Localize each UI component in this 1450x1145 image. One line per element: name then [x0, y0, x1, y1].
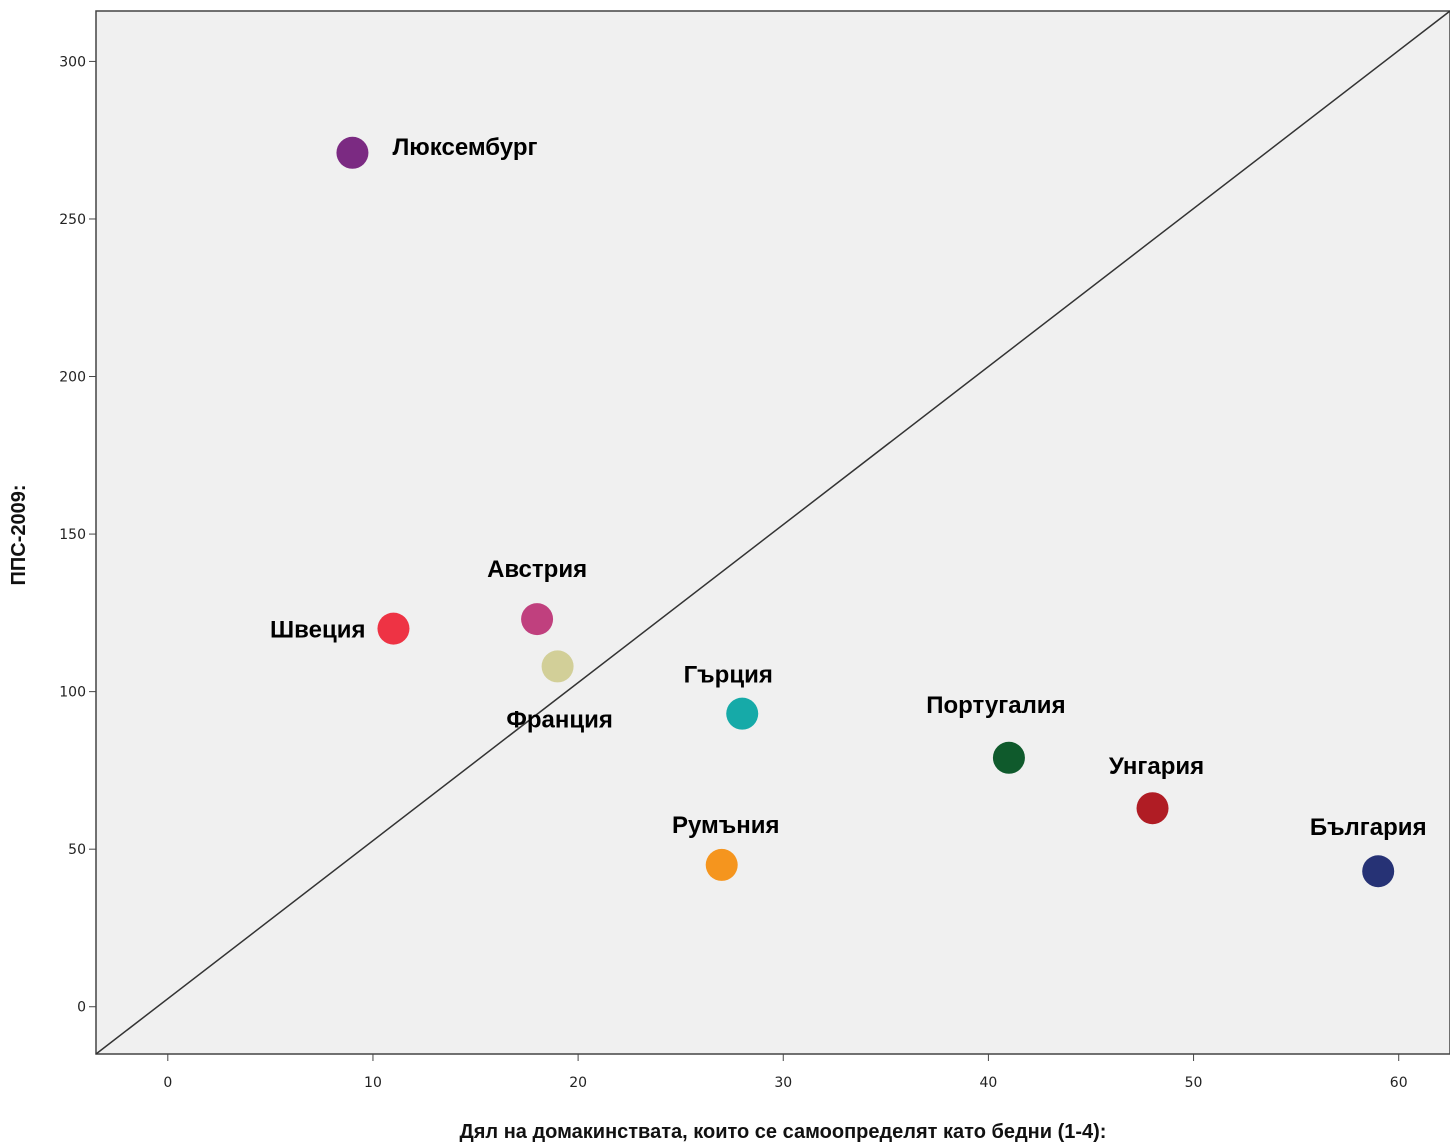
data-point-label: Унгария — [1109, 753, 1204, 780]
diagonal-reference-line — [95, 10, 1450, 1055]
y-axis: 0 50 100 150 200 250 300 — [59, 54, 96, 1016]
data-point — [992, 741, 1025, 774]
x-tick-label: 0 — [163, 1075, 172, 1091]
y-tick-label: 200 — [59, 370, 86, 386]
y-tick-label: 250 — [59, 212, 86, 228]
data-point — [1136, 792, 1169, 825]
data-point-label: Австрия — [487, 556, 587, 583]
data-point — [336, 136, 369, 169]
y-tick-label: 0 — [77, 1000, 86, 1016]
y-tick-label: 300 — [59, 54, 86, 70]
x-tick-label: 50 — [1185, 1075, 1203, 1091]
data-point — [541, 650, 574, 683]
x-axis-title: Дял на домакинствата, които се самоопред… — [460, 1121, 1107, 1143]
data-point — [377, 612, 410, 645]
data-point — [1362, 855, 1395, 888]
data-point-label: България — [1310, 814, 1427, 841]
x-axis: 0 10 20 30 40 50 60 — [163, 1054, 1408, 1091]
data-point-label: Гърция — [684, 662, 773, 689]
x-tick-label: 60 — [1390, 1075, 1408, 1091]
data-point-label: Румъния — [672, 812, 780, 839]
data-point-label: Франция — [506, 706, 613, 733]
data-point — [726, 697, 759, 730]
point-labels: Люксембург Швеция Австрия Франция Гърция Румъ… — [270, 134, 1427, 841]
data-point — [705, 848, 738, 881]
x-tick-label: 40 — [979, 1075, 997, 1091]
data-point-label: Португалия — [926, 692, 1065, 719]
data-point — [521, 603, 554, 636]
y-tick-label: 50 — [68, 842, 86, 858]
y-axis-title: ППС-2009: — [8, 484, 30, 585]
x-tick-label: 10 — [364, 1075, 382, 1091]
y-tick-label: 150 — [59, 527, 86, 543]
x-tick-label: 20 — [569, 1075, 587, 1091]
data-point-label: Люксембург — [392, 134, 537, 161]
x-tick-label: 30 — [774, 1075, 792, 1091]
y-tick-label: 100 — [59, 685, 86, 701]
data-points — [336, 136, 1395, 888]
data-point-label: Швеция — [270, 617, 365, 644]
